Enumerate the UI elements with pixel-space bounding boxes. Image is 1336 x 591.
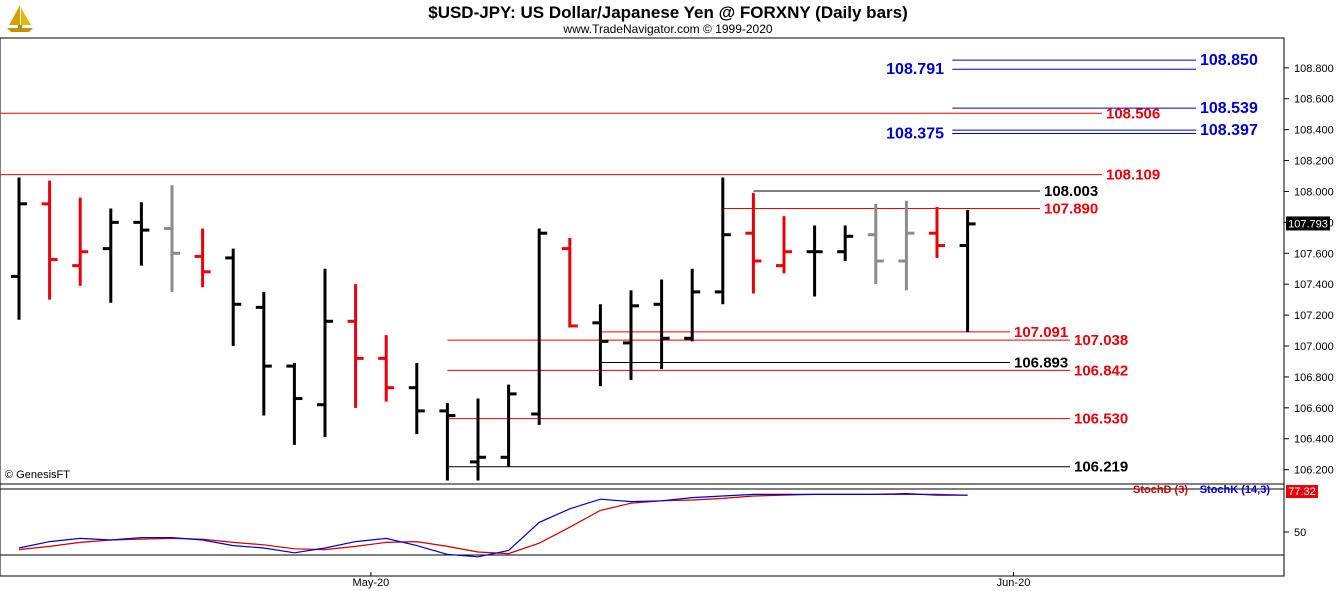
ohlc-bar bbox=[439, 403, 456, 481]
ohlc-bar bbox=[194, 228, 211, 288]
stoch-k-line bbox=[18, 492, 968, 558]
ohlc-bar bbox=[745, 193, 762, 294]
copyright-label: © GenesisFT bbox=[5, 469, 70, 481]
y-tick-label: 106.800 bbox=[1294, 372, 1334, 384]
ohlc-bar bbox=[347, 284, 364, 408]
ohlc-bar bbox=[255, 291, 272, 416]
ohlc-bar bbox=[317, 268, 333, 438]
ohlc-bar bbox=[684, 268, 701, 342]
stoch-d-legend: StochD (3) bbox=[1133, 484, 1188, 496]
level-label: 106.842 bbox=[1074, 362, 1128, 379]
y-tick-label: 106.200 bbox=[1294, 465, 1334, 477]
ohlc-bar bbox=[378, 335, 395, 402]
ohlc-bar bbox=[41, 180, 58, 300]
y-tick-label: 108.600 bbox=[1294, 94, 1334, 106]
ohlc-bar bbox=[72, 197, 89, 286]
ohlc-bar bbox=[623, 290, 639, 380]
level-label: 108.397 bbox=[1200, 122, 1258, 139]
x-tick-label: Jun-20 bbox=[997, 577, 1031, 589]
level-label: 107.091 bbox=[1014, 324, 1068, 341]
ohlc-bar bbox=[714, 177, 731, 305]
last-price-marker: 107.793 bbox=[1286, 216, 1330, 231]
level-label: 108.850 bbox=[1200, 52, 1258, 69]
ohlc-bar bbox=[470, 398, 486, 481]
ohlc-bar bbox=[102, 208, 119, 303]
y-tick-label: 108.400 bbox=[1294, 125, 1334, 137]
level-label: 108.109 bbox=[1106, 167, 1160, 184]
y-tick-label: 108.200 bbox=[1294, 156, 1334, 168]
price-bars bbox=[11, 177, 976, 481]
ohlc-bar bbox=[959, 210, 976, 333]
stoch-tick-label: 50 bbox=[1294, 527, 1306, 539]
chart-header: $USD-JPY: US Dollar/Japanese Yen @ FORXN… bbox=[0, 0, 1336, 38]
ohlc-bar bbox=[806, 225, 823, 297]
ohlc-bar bbox=[408, 363, 425, 435]
ohlc-bar bbox=[133, 202, 150, 266]
ohlc-bar bbox=[531, 228, 548, 425]
y-tick-label: 106.600 bbox=[1294, 403, 1334, 415]
y-tick-label: 107.600 bbox=[1294, 248, 1334, 260]
ohlc-bar bbox=[561, 237, 578, 328]
ohlc-bar bbox=[898, 200, 915, 291]
level-lines: 108.850 108.791 108.539 108.506 108.397 108.3… bbox=[0, 52, 1258, 476]
level-label: 106.219 bbox=[1074, 459, 1128, 476]
y-tick-label: 107.400 bbox=[1294, 279, 1334, 291]
chart-title: $USD-JPY: US Dollar/Japanese Yen @ FORXN… bbox=[428, 3, 908, 22]
ohlc-bar bbox=[592, 304, 609, 387]
sailboat-logo-icon bbox=[7, 5, 33, 32]
ohlc-bar bbox=[837, 225, 854, 261]
ohlc-bar bbox=[653, 279, 670, 370]
stoch-value-label: 77.32 bbox=[1288, 486, 1316, 498]
stoch-value-box bbox=[1286, 485, 1318, 498]
plot-frame bbox=[0, 37, 1285, 577]
ohlc-bar bbox=[164, 185, 180, 292]
y-tick-label: 108.000 bbox=[1294, 186, 1334, 198]
y-tick-label: 106.400 bbox=[1294, 434, 1334, 446]
chart-subtitle: www.TradeNavigator.com © 1999-2020 bbox=[563, 22, 773, 36]
ohlc-bar bbox=[867, 203, 884, 285]
ohlc-bar bbox=[11, 177, 27, 320]
price-axis-ticks: 106.200 106.400 106.600 106.800 107.000 107.2… bbox=[1284, 63, 1334, 477]
y-tick-label: 107.200 bbox=[1294, 310, 1334, 322]
level-label: 107.038 bbox=[1074, 332, 1128, 349]
ohlc-bar bbox=[286, 363, 303, 445]
y-tick-label: 107.000 bbox=[1294, 341, 1334, 353]
date-axis-labels: May-20 Jun-20 bbox=[353, 572, 1031, 589]
x-tick-label: May-20 bbox=[353, 577, 390, 589]
level-label: 108.003 bbox=[1044, 183, 1098, 200]
stochastic-panel: 50 StochD (3) StochK (14,3) 77.32 bbox=[18, 484, 1318, 558]
level-label: 106.530 bbox=[1074, 411, 1128, 428]
level-label: 108.375 bbox=[886, 126, 944, 143]
level-label: 108.791 bbox=[886, 61, 944, 78]
level-label: 107.890 bbox=[1044, 200, 1098, 217]
level-label: 106.893 bbox=[1014, 355, 1068, 372]
level-label: 108.506 bbox=[1106, 105, 1160, 122]
ohlc-bar bbox=[500, 384, 517, 467]
last-price-label: 107.793 bbox=[1288, 218, 1328, 230]
level-label: 108.539 bbox=[1200, 100, 1258, 117]
stoch-k-legend: StochK (14,3) bbox=[1200, 484, 1271, 496]
ohlc-bar bbox=[776, 216, 792, 274]
ohlc-bar bbox=[225, 248, 242, 346]
y-tick-label: 108.800 bbox=[1294, 63, 1334, 75]
ohlc-bar bbox=[929, 206, 945, 258]
